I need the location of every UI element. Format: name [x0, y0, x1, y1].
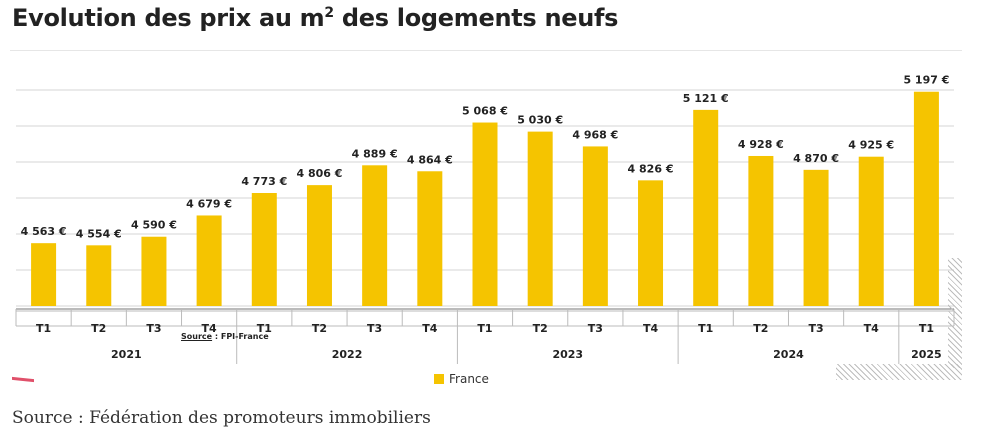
bar — [582, 146, 608, 306]
bar-value-label: 4 590 € — [131, 219, 177, 232]
bar — [196, 215, 222, 306]
category-tick-label: T4 — [864, 322, 880, 335]
bar-value-label: 4 968 € — [572, 128, 618, 141]
bar-value-label: 4 889 € — [352, 147, 398, 160]
bar — [693, 109, 719, 306]
category-tick-label: T1 — [698, 322, 713, 335]
bar — [362, 165, 388, 306]
category-tick-label: T4 — [643, 322, 659, 335]
bar-value-label: 4 925 € — [848, 139, 894, 152]
bar — [31, 243, 57, 306]
category-tick-label: T3 — [146, 322, 161, 335]
legend-label: France — [449, 372, 489, 386]
category-tick-label: T3 — [588, 322, 603, 335]
chart-panel: 4 563 € 4 554 € 4 590 € 4 679 € 4 773 € 4 806… — [10, 50, 962, 401]
bar — [472, 122, 498, 307]
year-tick-label: 2025 — [911, 348, 942, 361]
bar-value-label: 4 679 € — [186, 197, 232, 210]
bar — [86, 245, 112, 306]
bar-value-label: 5 030 € — [517, 114, 563, 127]
bar — [858, 156, 884, 306]
bar-value-label: 4 554 € — [76, 227, 122, 240]
year-tick-label: 2021 — [111, 348, 142, 361]
category-tick-label: T3 — [808, 322, 823, 335]
page-title: Evolution des prix au m2 des logements n… — [12, 4, 619, 32]
hatch-decoration-side — [948, 258, 962, 368]
bar-chart: 4 563 € 4 554 € 4 590 € 4 679 € 4 773 € 4 806… — [15, 74, 955, 364]
bar — [913, 91, 939, 306]
category-tick-label: T2 — [753, 322, 768, 335]
chart-source-note: Source : FPI-France — [181, 332, 269, 341]
bar-value-label: 4 773 € — [241, 175, 287, 188]
category-tick-label: T3 — [367, 322, 382, 335]
hatch-decoration-bottom — [836, 364, 962, 380]
bar — [417, 171, 443, 306]
year-tick-label: 2022 — [332, 348, 363, 361]
category-tick-label: T1 — [477, 322, 492, 335]
year-tick-label: 2024 — [773, 348, 804, 361]
category-tick-label: T4 — [422, 322, 438, 335]
category-tick-label: T2 — [533, 322, 548, 335]
category-tick-label: T4 — [202, 322, 218, 335]
bar — [141, 236, 167, 306]
legend-swatch — [434, 374, 444, 384]
bar-value-label: 4 806 € — [297, 167, 343, 180]
category-tick-label: T1 — [257, 322, 272, 335]
bar-value-label: 4 826 € — [628, 162, 674, 175]
category-tick-label: T1 — [919, 322, 934, 335]
year-tick-label: 2023 — [552, 348, 583, 361]
chart-legend: France — [434, 372, 489, 386]
bar-value-label: 4 864 € — [407, 153, 453, 166]
bar — [306, 185, 332, 306]
bar — [251, 193, 277, 306]
bar-value-label: 5 121 € — [683, 92, 729, 105]
bar-value-label: 5 197 € — [903, 74, 949, 87]
category-tick-label: T2 — [91, 322, 106, 335]
bar — [803, 169, 829, 306]
bar-value-label: 4 928 € — [738, 138, 784, 151]
bar — [527, 131, 553, 306]
bar-value-label: 4 870 € — [793, 152, 839, 165]
category-tick-label: T1 — [36, 322, 51, 335]
bar-value-label: 4 563 € — [21, 225, 67, 238]
category-tick-label: T2 — [312, 322, 327, 335]
bar — [638, 180, 664, 306]
bar-value-label: 5 068 € — [462, 105, 508, 118]
bar — [748, 155, 774, 306]
footer-source: Source : Fédération des promoteurs immob… — [12, 408, 431, 428]
